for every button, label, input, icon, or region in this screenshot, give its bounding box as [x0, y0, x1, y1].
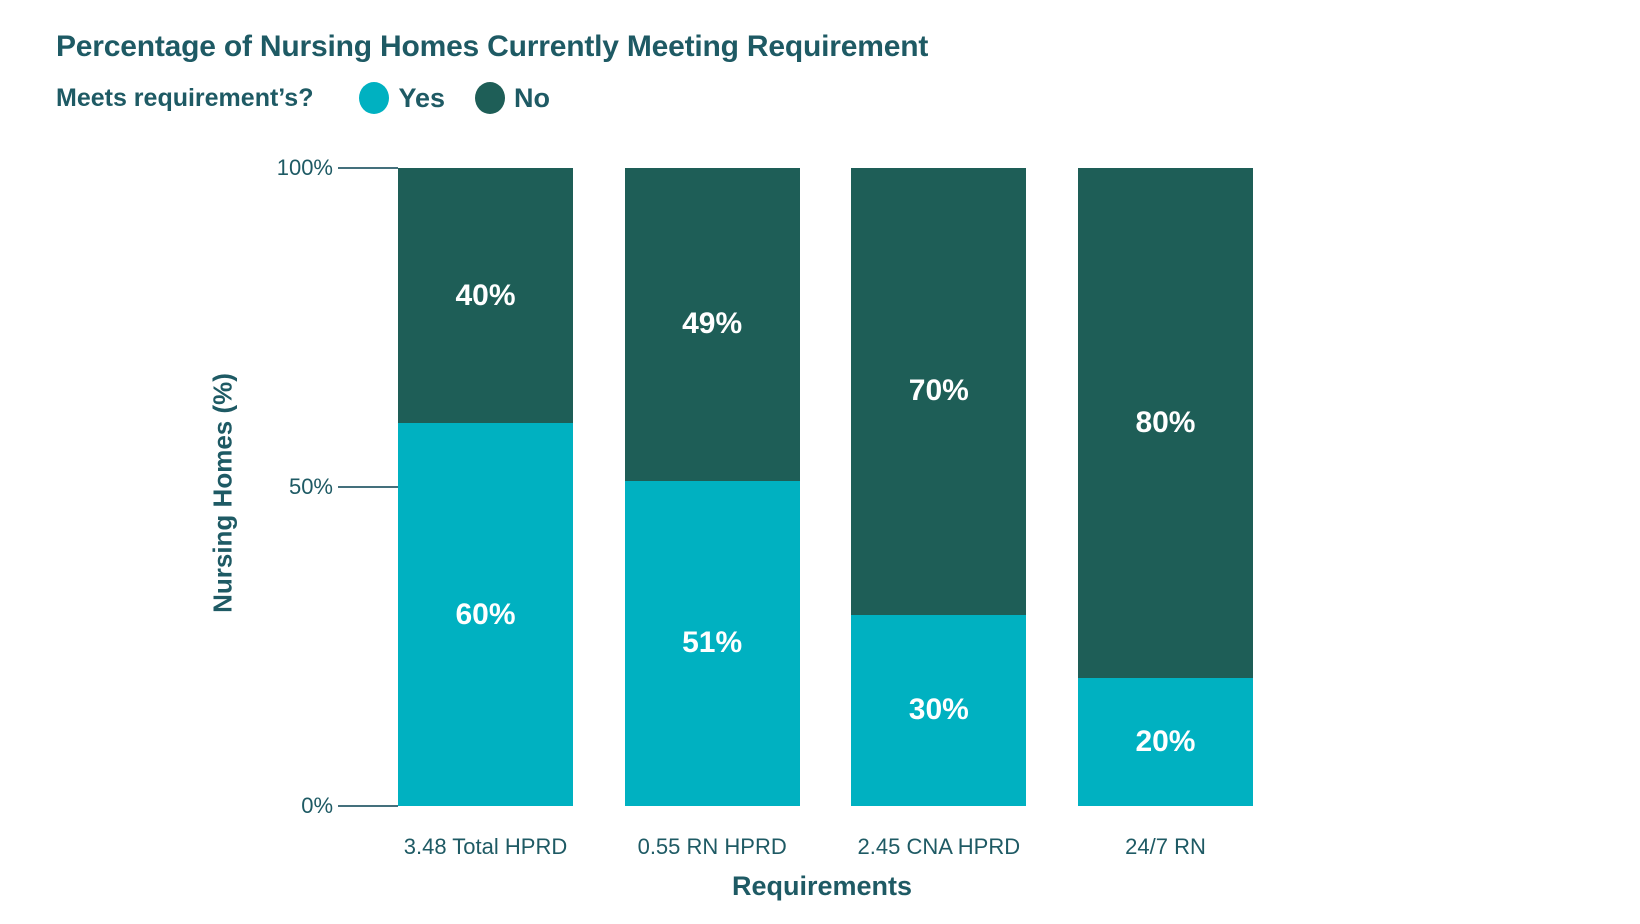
legend-no-swatch-icon — [475, 82, 506, 114]
legend-item-yes: Yes — [359, 82, 445, 114]
x-tick-label: 0.55 RN HPRD — [637, 834, 787, 859]
bar-value-label: 51% — [682, 626, 743, 660]
y-tick-label: 50% — [288, 474, 333, 499]
y-axis-title: Nursing Homes (%) — [207, 373, 238, 613]
bar-value-label: 49% — [682, 307, 743, 341]
bar-segment-no: 40% — [398, 168, 573, 424]
bar-segment-yes: 60% — [398, 423, 573, 806]
y-tick-line — [338, 167, 398, 169]
bar-value-label: 20% — [1135, 725, 1196, 759]
bar-value-label: 70% — [908, 374, 969, 408]
bar-column: 80% 20% — [1077, 168, 1253, 806]
legend-yes-swatch-icon — [359, 82, 390, 114]
bar-segment-yes: 20% — [1077, 678, 1253, 806]
y-tick-label: 0% — [301, 793, 333, 818]
bar-segment-no: 70% — [851, 168, 1027, 615]
legend-item-label: Yes — [398, 82, 446, 113]
chart-title: Percentage of Nursing Homes Currently Me… — [56, 30, 929, 63]
bar-segment-no: 80% — [1077, 168, 1253, 679]
bar-segment-no: 49% — [624, 168, 800, 481]
y-tick-label: 100% — [276, 155, 333, 180]
bar-value-label: 80% — [1135, 406, 1196, 440]
x-tick-label: 24/7 RN — [1125, 834, 1206, 859]
y-tick-line — [338, 805, 398, 807]
plot-area: 40% 60% 49% 51% 70% 30% 80% 20% — [398, 168, 1253, 806]
bar-segment-yes: 30% — [851, 614, 1027, 806]
legend-item-label: No — [514, 82, 551, 113]
legend-item-no: No — [475, 82, 550, 114]
bar-column: 49% 51% — [624, 168, 800, 806]
x-axis-title: Requirements — [731, 871, 913, 901]
x-tick-label: 3.48 Total HPRD — [403, 834, 568, 859]
legend: Meets requirement’s? Yes No — [56, 80, 550, 116]
bar-segment-yes: 51% — [624, 480, 800, 806]
bar-value-label: 40% — [455, 278, 516, 312]
y-tick-line — [338, 486, 398, 488]
bar-value-label: 30% — [908, 693, 969, 727]
bar-value-label: 60% — [455, 597, 516, 631]
x-tick-label: 2.45 CNA HPRD — [857, 834, 1021, 859]
bar-column: 70% 30% — [851, 168, 1027, 806]
legend-title: Meets requirement’s? — [56, 83, 314, 112]
bar-column: 40% 60% — [398, 168, 573, 806]
